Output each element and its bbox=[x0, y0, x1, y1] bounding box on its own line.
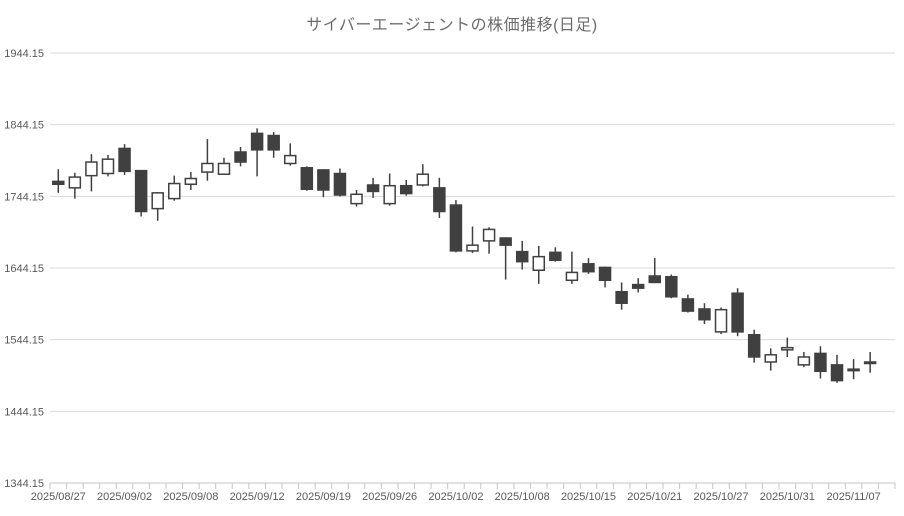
candle-body-up bbox=[416, 173, 430, 186]
candle-body-up bbox=[383, 184, 396, 205]
y-axis-label: 1344.15 bbox=[4, 478, 44, 490]
x-axis-label: 2025/10/08 bbox=[495, 491, 550, 503]
candle-body-down bbox=[747, 334, 761, 358]
candle-body-up bbox=[68, 176, 82, 189]
x-axis-label: 2025/09/08 bbox=[163, 491, 218, 503]
candle-body-up bbox=[168, 182, 181, 200]
y-axis-label: 1544.15 bbox=[4, 335, 44, 347]
candle-body-up bbox=[350, 193, 363, 205]
candle-body-up bbox=[532, 255, 546, 272]
candle-body-up bbox=[101, 158, 115, 175]
candle-body-down bbox=[549, 251, 562, 261]
candle-body-up bbox=[184, 177, 198, 186]
candle-body-down bbox=[52, 180, 65, 186]
candle-body-down bbox=[134, 169, 148, 213]
candle-body-down bbox=[814, 352, 827, 373]
candle-body-down bbox=[433, 187, 446, 213]
x-axis-label: 2025/11/07 bbox=[826, 491, 880, 503]
x-axis-label: 2025/09/02 bbox=[97, 491, 152, 503]
candle-body-down bbox=[300, 167, 314, 191]
candle-body-down bbox=[598, 266, 612, 282]
candle-body-down bbox=[333, 172, 347, 196]
candle-body-down bbox=[830, 364, 844, 382]
candle-body-down bbox=[847, 368, 860, 372]
candle-body-up bbox=[797, 356, 811, 366]
candle-body-up bbox=[863, 361, 877, 365]
candle-body-down bbox=[449, 204, 463, 252]
x-axis-label: 2025/08/27 bbox=[31, 491, 86, 503]
candle-body-down bbox=[681, 298, 695, 312]
candle-body-up bbox=[781, 346, 794, 351]
candle-body-up bbox=[85, 161, 98, 177]
candle-body-down bbox=[366, 184, 380, 193]
candle-body-down bbox=[648, 275, 662, 284]
candle-body-down bbox=[731, 292, 744, 333]
x-axis-label: 2025/10/31 bbox=[760, 491, 815, 503]
candle-body-up bbox=[283, 154, 297, 165]
candle-body-down bbox=[515, 250, 529, 263]
candle-body-up bbox=[565, 271, 579, 282]
candle-body-down bbox=[118, 147, 131, 173]
candle-body-up bbox=[151, 192, 164, 210]
y-axis-label: 1844.15 bbox=[4, 120, 44, 132]
y-axis-label: 1644.15 bbox=[4, 263, 44, 275]
candle-body-down bbox=[317, 169, 330, 191]
candle-body-up bbox=[217, 162, 231, 175]
candle-body-down bbox=[615, 291, 628, 304]
x-axis-label: 2025/10/02 bbox=[428, 491, 483, 503]
y-axis-label: 1444.15 bbox=[4, 406, 44, 418]
candle-body-up bbox=[714, 308, 728, 333]
candle-body-down bbox=[399, 184, 413, 195]
candle-body-down bbox=[698, 308, 711, 321]
x-axis-label: 2025/09/19 bbox=[296, 491, 351, 503]
x-axis-label: 2025/10/27 bbox=[693, 491, 748, 503]
y-axis-label: 1744.15 bbox=[4, 191, 44, 203]
candle-body-up bbox=[482, 228, 496, 242]
x-axis-label: 2025/09/12 bbox=[230, 491, 285, 503]
candle-body-up bbox=[466, 244, 479, 252]
candle-body-down bbox=[250, 132, 264, 151]
candle-body-down bbox=[267, 134, 280, 151]
candle-body-up bbox=[201, 162, 214, 173]
candle-body-up bbox=[764, 354, 777, 363]
candle-body-down bbox=[234, 151, 247, 163]
x-axis-label: 2025/10/21 bbox=[627, 491, 682, 503]
x-axis-label: 2025/09/26 bbox=[362, 491, 417, 503]
y-axis-label: 1944.15 bbox=[4, 48, 44, 60]
candle-body-down bbox=[665, 275, 678, 298]
candle-body-down bbox=[499, 237, 512, 246]
x-axis-label: 2025/10/15 bbox=[561, 491, 616, 503]
chart-title: サイバーエージェントの株価推移(日足) bbox=[306, 17, 598, 34]
candle-body-down bbox=[582, 263, 595, 273]
candle-body-down bbox=[631, 283, 645, 289]
